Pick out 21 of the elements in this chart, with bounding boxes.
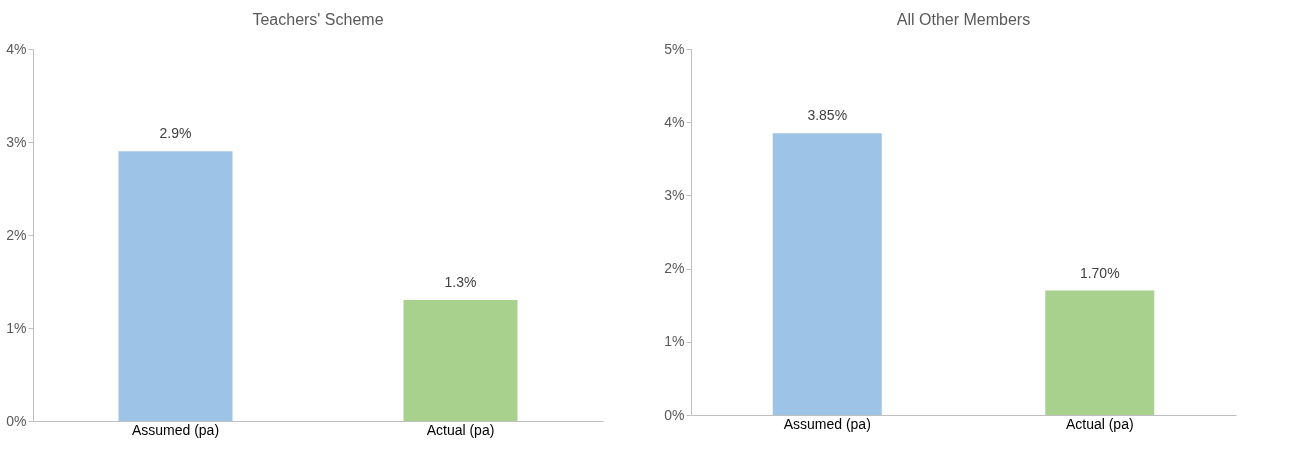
y-tick-label: 1% (6, 319, 27, 336)
y-tick-label: 3% (664, 186, 685, 203)
y-tick-label: 3% (6, 133, 27, 150)
x-tick-label: Actual (pa) (426, 421, 495, 438)
y-tick-label: 0% (6, 412, 27, 429)
y-tick-label: 2% (6, 226, 27, 243)
chart-title: All Other Members (896, 11, 1031, 28)
y-tick-label: 4% (664, 113, 685, 130)
x-tick-label: Actual (pa) (1065, 415, 1134, 432)
data-label: 1.70% (1079, 264, 1120, 281)
y-tick-label: 4% (6, 40, 27, 57)
chart-title: Teachers' Scheme (252, 11, 384, 28)
x-tick-label: Assumed (pa) (783, 415, 871, 432)
data-label: 3.85% (807, 107, 848, 124)
y-tick-label: 2% (664, 260, 685, 277)
y-tick-label: 5% (664, 40, 685, 57)
data-label: 2.9% (159, 125, 192, 142)
y-tick-label: 1% (664, 333, 685, 350)
x-tick-label: Assumed (pa) (131, 421, 220, 438)
y-tick-label: 0% (664, 406, 685, 423)
data-label: 1.3% (444, 274, 477, 291)
